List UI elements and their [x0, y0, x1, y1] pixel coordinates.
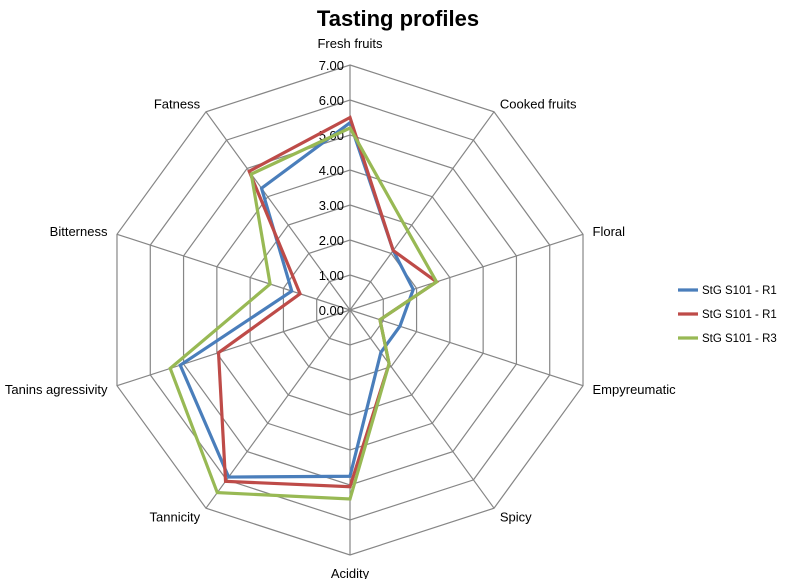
series-line-1 [216, 115, 440, 489]
series-line-2 [168, 125, 439, 501]
grid-spoke [205, 309, 351, 509]
legend-label: StG S101 - R1 [702, 285, 777, 297]
axis-label: Bitterness [50, 224, 108, 239]
tick-label: 7.00 [319, 58, 344, 73]
series-line-0 [178, 120, 415, 479]
axis-label: Spicy [500, 509, 532, 524]
axis-label: Fresh fruits [317, 36, 383, 51]
axis-label: Fatness [154, 97, 201, 112]
grid-spoke [349, 309, 495, 509]
axis-label: Acidity [331, 566, 370, 579]
radial-tick-labels: 0.001.002.003.004.005.006.007.00 [319, 58, 344, 318]
axis-label: Empyreumatic [593, 382, 677, 397]
grid-spoke [116, 233, 351, 311]
tick-label: 3.00 [319, 198, 344, 213]
axis-labels: Fresh fruits Cooked fruits Floral Empyreuma… [5, 36, 676, 579]
grid-spoke [349, 111, 495, 311]
series-lines [168, 115, 440, 501]
axis-label: Tanins agressivity [5, 382, 108, 397]
grid-spoke [116, 309, 351, 387]
chart-title: Tasting profiles [317, 6, 479, 31]
axis-label: Tannicity [150, 509, 201, 524]
tick-label: 1.00 [319, 268, 344, 283]
tick-label: 4.00 [319, 163, 344, 178]
tick-label: 0.00 [319, 303, 344, 318]
legend: StG S101 - R1 StG S101 - R1 StG S101 - R3 [678, 285, 777, 345]
axis-label: Cooked fruits [500, 97, 577, 112]
grid-spoke [205, 111, 351, 311]
legend-label: StG S101 - R1 [702, 309, 777, 321]
legend-label: StG S101 - R3 [702, 333, 777, 345]
axis-label: Floral [593, 224, 626, 239]
grid-spoke [349, 233, 584, 311]
grid-spoke [349, 309, 584, 387]
tick-label: 6.00 [319, 93, 344, 108]
tick-label: 2.00 [319, 233, 344, 248]
